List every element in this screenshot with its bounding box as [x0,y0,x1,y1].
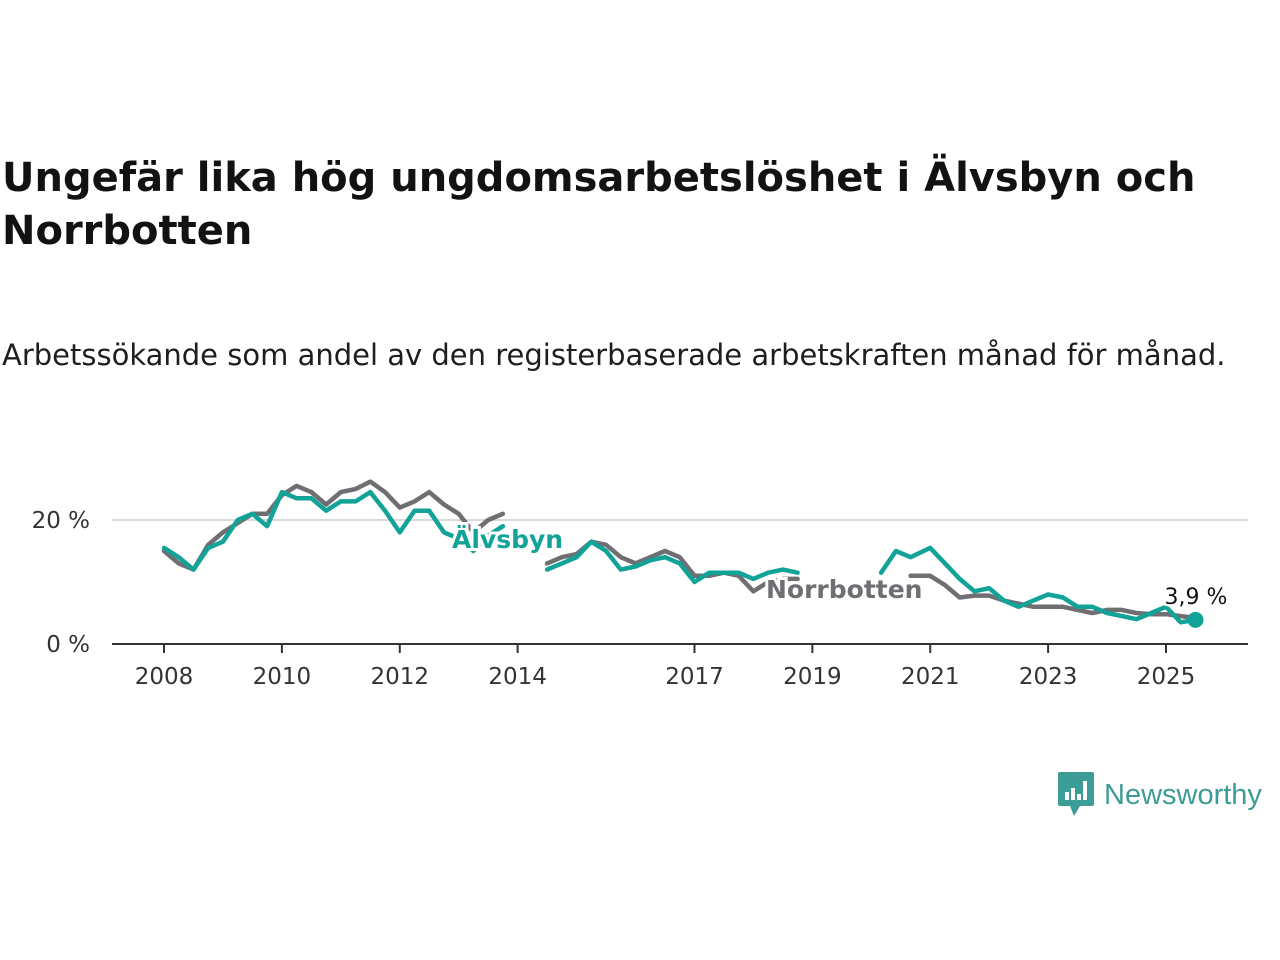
x-tick-label: 2008 [135,664,194,690]
chart-subtitle: Arbetssökande som andel av den registerb… [2,338,1226,372]
x-axis-ticks: 2008 2010 2012 2014 2017 2019 2021 2023 2025 [135,644,1196,690]
series-label-Norrbotten: Norrbotten [766,575,922,604]
x-tick-label: 2017 [665,664,724,690]
y-axis-ticks: 0 % 20 % [32,508,90,658]
y-tick-label: 0 % [46,632,90,658]
end-value-label: 3,9 % [1165,585,1228,610]
x-tick-label: 2025 [1137,664,1196,690]
x-tick-label: 2014 [488,664,547,690]
brand-name: Newsworthy [1104,778,1262,811]
x-tick-label: 2010 [253,664,312,690]
newsworthy-logo-icon [1058,772,1094,816]
series-line-Älvsbyn [161,489,1198,625]
x-tick-label: 2012 [370,664,429,690]
y-tick-label: 20 % [32,508,90,534]
series-lines [161,479,1204,628]
series-labels: Älvsbyn Norrbotten 3,9 % [449,521,1230,613]
line-chart: 0 % 20 % 2008 2010 2012 2014 2017 2019 2021 2023… [32,479,1248,690]
x-tick-label: 2019 [783,664,842,690]
brand-logo[interactable]: Newsworthy [1058,772,1262,818]
series-label-Älvsbyn: Älvsbyn [452,524,563,554]
end-point-marker [1187,611,1204,628]
gridlines [112,519,1248,645]
x-tick-label: 2021 [901,664,960,690]
x-tick-label: 2023 [1019,664,1078,690]
chart-title: Ungefär lika hög ungdomsarbetslöshet i Ä… [2,155,1196,254]
